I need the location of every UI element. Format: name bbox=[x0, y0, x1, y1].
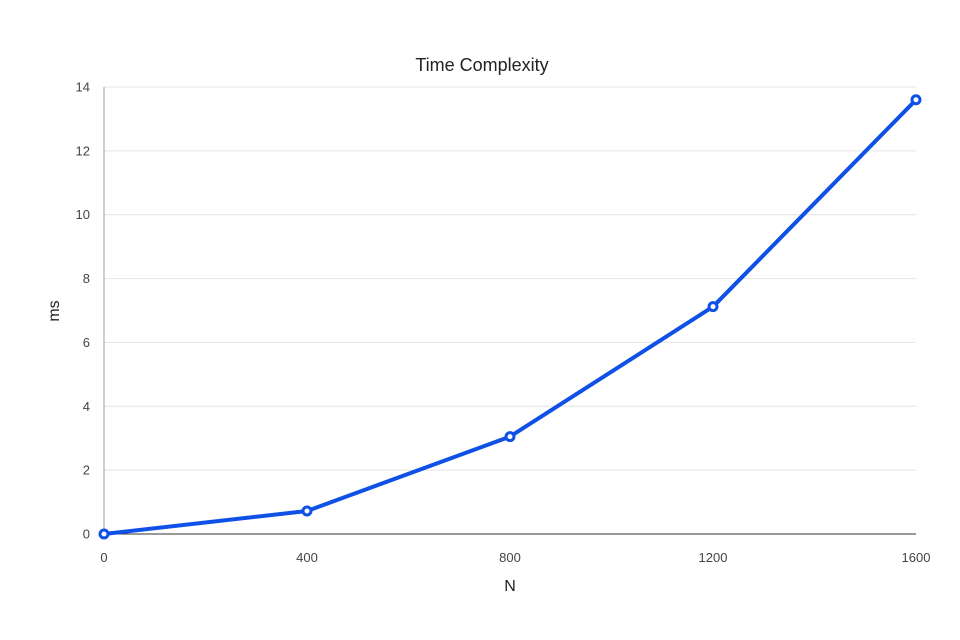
y-axis-label: ms bbox=[46, 300, 63, 321]
y-tick-label: 0 bbox=[83, 527, 90, 542]
y-tick-label: 4 bbox=[83, 399, 90, 414]
y-tick-label: 14 bbox=[76, 80, 90, 95]
series-line bbox=[102, 97, 918, 536]
y-tick-label: 2 bbox=[83, 463, 90, 478]
grid-layer bbox=[104, 86, 916, 471]
data-point[interactable] bbox=[910, 94, 922, 106]
y-tick-label: 6 bbox=[83, 335, 90, 350]
x-axis-label: N bbox=[504, 578, 516, 595]
y-tick-label: 10 bbox=[76, 207, 90, 222]
y-tick-label: 8 bbox=[83, 271, 90, 286]
x-tick-label: 1600 bbox=[902, 550, 931, 565]
x-tick-label: 800 bbox=[499, 550, 521, 565]
tick-label-layer: 0 2 4 6 8 10 12 14 0 400 800 1200 1600 bbox=[76, 80, 931, 566]
data-point[interactable] bbox=[707, 301, 719, 313]
x-tick-label: 0 bbox=[100, 550, 107, 565]
axis-layer bbox=[103, 87, 916, 535]
data-point[interactable] bbox=[504, 431, 516, 443]
x-tick-label: 1200 bbox=[699, 550, 728, 565]
data-point[interactable] bbox=[98, 528, 110, 540]
chart-title: Time Complexity bbox=[415, 55, 548, 75]
y-tick-label: 12 bbox=[76, 143, 90, 158]
x-tick-label: 400 bbox=[296, 550, 318, 565]
data-point[interactable] bbox=[301, 505, 313, 517]
series-layer bbox=[98, 94, 922, 540]
